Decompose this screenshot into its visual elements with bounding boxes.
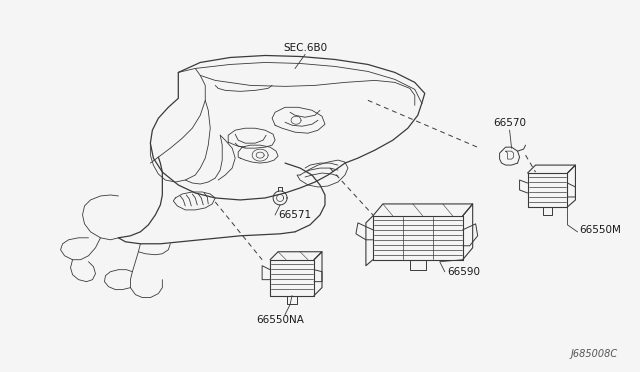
Text: 66571: 66571: [278, 210, 311, 220]
Text: 66550NA: 66550NA: [256, 314, 304, 324]
Text: 66570: 66570: [493, 118, 526, 128]
Text: SEC.6B0: SEC.6B0: [283, 42, 327, 52]
Text: 66590: 66590: [448, 267, 481, 277]
Text: J685008C: J685008C: [570, 349, 618, 359]
Text: 66550M: 66550M: [579, 225, 621, 235]
